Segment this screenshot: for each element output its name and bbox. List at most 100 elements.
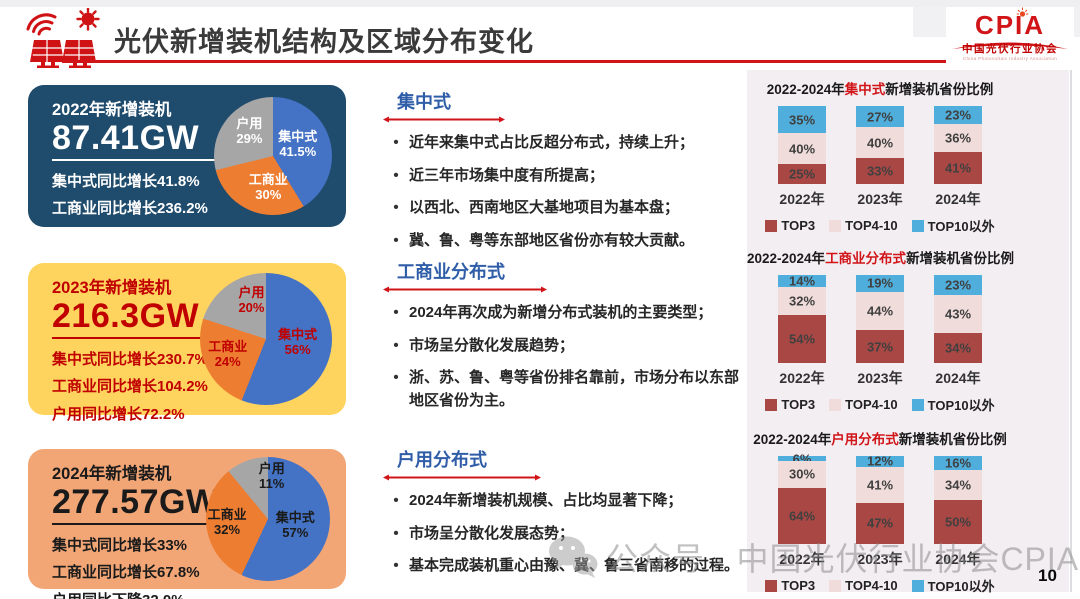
sun-icon [1017,7,1029,17]
bar-segment: 43% [934,295,982,334]
card-year-title: 2024年新增装机 [52,465,172,483]
title-underline-rule [62,60,1010,63]
legend-label: TOP3 [781,397,816,412]
bullet-item: • 冀、鲁、粤等东部地区省份亦有较大贡献。 [383,230,743,253]
legend-label: TOP3 [781,578,816,593]
red-divider-arrow [383,474,541,481]
province-share-panel: 2022-2024年集中式新增装机省份比例 35% 40% 25% 27% 40% 33%… [747,70,1069,594]
bar-segment: 50% [934,499,982,544]
stacked-bar: 16% 34% 50% [934,456,982,544]
bar-value-label: 50% [944,514,972,530]
bar-value-label: 47% [866,515,894,531]
stacked-bar: 23% 36% 41% [934,106,982,184]
chart-title: 2022-2024年户用分布式新增装机省份比例 [753,432,1007,447]
pie-chart-2023-wrap: 集中式 56% 工商业 24% 户用 20% [200,273,332,405]
bar-column: 14% 32% 54% [763,273,841,363]
chart-title: 2022-2024年集中式新增装机省份比例 [766,82,994,97]
bullet-item: • 市场呈分散化发展态势； [383,523,743,546]
axis-tick-label: 2024年 [935,191,981,207]
bar-value-label: 40% [788,141,816,157]
bar-segment: 34% [934,470,982,500]
axis-tick-label: 2023年 [857,551,903,567]
pie-slice-label: 户用 29% [236,116,263,147]
bar-value-label: 35% [788,112,816,128]
year-card-2022: 2022年新增装机 87.41GW 集中式同比增长41.8% 工商业同比增长23… [28,85,346,245]
pie-slice-label: 工商业 30% [248,171,288,202]
pie-chart-2022 [214,97,332,215]
card-stat: 集中式同比增长230.7% [52,350,208,368]
bar-segment: 40% [778,133,826,165]
legend-swatch [765,219,778,232]
legend-item: TOP4-10 [829,218,898,233]
page-title: 光伏新增装机结构及区域分布变化 [114,27,534,57]
bar-column: 27% 40% 33% [841,106,919,184]
bar-column: 23% 36% 41% [919,106,997,184]
solar-panel-icon [26,8,100,68]
card-year-title: 2022年新增装机 [52,101,172,119]
top-gray-strip [0,0,1080,7]
bullet-list: • 近年来集中式占比反超分布式，持续上升； • 近三年市场集中度有所提高； • 以西北… [383,132,743,252]
card-stat: 工商业同比增长236.2% [52,200,208,218]
bullet-dot: • [393,492,399,509]
card-year-title: 2023年新增装机 [52,279,172,297]
bar-segment: 41% [934,152,982,184]
bullet-item: • 近三年市场集中度有所提高； [383,165,743,188]
axis-tick-label: 2022年 [779,191,825,207]
bullet-dot: • [393,369,399,386]
pie-chart-2022-wrap: 集中式 41.5% 工商业 30% 户用 29% [214,97,332,215]
bar-column: 19% 44% 37% [841,275,919,363]
pie-slice-label: 集中式 56% [278,327,318,357]
bar-column: 16% 34% 50% [919,456,997,544]
bar-column: 6% 30% 64% [763,451,841,544]
bar-value-label: 32% [788,293,816,309]
bar-segment: 16% [934,456,982,471]
bar-segment: 30% [778,461,826,488]
legend-label: TOP4-10 [845,397,898,412]
section-heading: 集中式 [397,92,451,112]
legend-swatch [765,398,778,411]
x-axis-ticks: 2022年 2023年 2024年 [747,189,1013,209]
stacked-bar-chart-centralized: 2022-2024年集中式新增装机省份比例 35% 40% 25% 27% 40% 33%… [747,78,1013,235]
bar-segment: 25% [778,164,826,184]
legend-item: TOP10以外 [911,216,995,235]
cpia-logo: CPIA 中国光伏行业协会 China Photovoltaic Industr… [946,7,1074,67]
bar-value-label: 14% [788,273,816,289]
legend-label: TOP10以外 [927,219,995,234]
bar-value-label: 23% [944,277,972,293]
bar-segment: 54% [778,315,826,363]
card-stat: 工商业同比增长67.8% [52,564,200,582]
bar-value-label: 25% [788,166,816,182]
section-heading: 户用分布式 [397,450,487,470]
axis-tick-label: 2024年 [935,551,981,567]
bar-segment: 44% [856,291,904,331]
bar-plot-area: 6% 30% 64% 12% 41% 47% 16% 34% 50% [747,451,1013,544]
bar-value-label: 44% [866,303,894,319]
legend-label: TOP3 [781,218,816,233]
bar-segment: 64% [778,487,826,544]
card-stat: 户用同比增长17.0% [52,228,185,246]
stacked-bar-chart-commercial: 2022-2024年工商业分布式新增装机省份比例 14% 32% 54% 19% 44%… [747,247,1015,414]
right-edge-divider [1070,70,1072,592]
legend-swatch [911,219,924,232]
legend-swatch [829,579,842,592]
bar-segment: 12% [856,454,904,469]
card-underline [52,522,218,525]
bar-value-label: 34% [944,477,972,493]
pie-slice-label: 工商业 32% [207,506,247,537]
bar-segment: 35% [778,106,826,134]
axis-tick-label: 2023年 [857,370,903,386]
bullet-dot: • [393,134,399,151]
bar-value-label: 36% [944,130,972,146]
legend-item: TOP4-10 [829,397,898,412]
pie-chart-2024 [206,457,330,581]
bullet-dot: • [393,166,399,184]
bar-value-label: 19% [866,275,894,291]
page-number: 10 [1038,566,1057,585]
chart-title: 2022-2024年工商业分布式新增装机省份比例 [747,251,1015,266]
axis-tick-label: 2024年 [935,370,981,386]
stacked-bar: 19% 44% 37% [856,275,904,363]
bar-segment: 36% [934,123,982,153]
stacked-bar: 27% 40% 33% [856,106,904,184]
legend-swatch [829,398,842,411]
